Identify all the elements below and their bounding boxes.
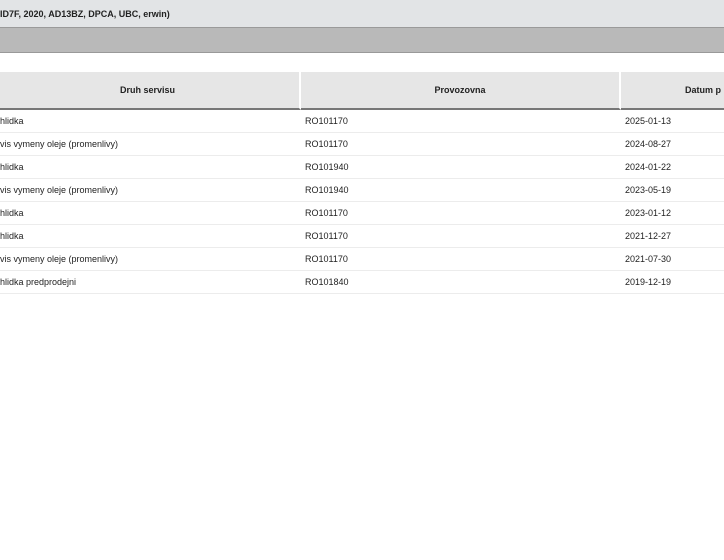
window-title-bar: ID7F, 2020, AD13BZ, DPCA, UBC, erwin) — [0, 0, 724, 28]
date-cell: 2021-12-27 — [621, 225, 724, 248]
service-type-cell: vis vymeny oleje (promenlivy) — [0, 179, 301, 202]
date-cell: 2024-01-22 — [621, 156, 724, 179]
branch-cell: RO101840 — [301, 271, 621, 294]
table-row[interactable]: hlidka RO101940 2024-01-22 — [0, 156, 724, 179]
branch-cell: RO101170 — [301, 110, 621, 133]
table-row[interactable]: hlidka RO101170 2021-12-27 — [0, 225, 724, 248]
service-type-cell: vis vymeny oleje (promenlivy) — [0, 248, 301, 271]
table-row[interactable]: hlidka predprodejni RO101840 2019-12-19 — [0, 271, 724, 294]
table-row[interactable]: vis vymeny oleje (promenlivy) RO101170 202… — [0, 133, 724, 156]
date-cell: 2024-08-27 — [621, 133, 724, 156]
table-header-row: Druh servisu Provozovna Datum p — [0, 72, 724, 110]
date-cell: 2023-05-19 — [621, 179, 724, 202]
service-type-cell: vis vymeny oleje (promenlivy) — [0, 133, 301, 156]
date-cell: 2025-01-13 — [621, 110, 724, 133]
branch-cell: RO101940 — [301, 179, 621, 202]
service-type-cell: hlidka — [0, 156, 301, 179]
service-type-cell: hlidka predprodejni — [0, 271, 301, 294]
service-history-table: Druh servisu Provozovna Datum p hlidka RO… — [0, 72, 724, 294]
date-cell: 2023-01-12 — [621, 202, 724, 225]
table-row[interactable]: hlidka RO101170 2023-01-12 — [0, 202, 724, 225]
service-type-cell: hlidka — [0, 110, 301, 133]
branch-cell: RO101170 — [301, 202, 621, 225]
service-type-cell: hlidka — [0, 225, 301, 248]
date-cell: 2021-07-30 — [621, 248, 724, 271]
branch-cell: RO101940 — [301, 156, 621, 179]
branch-cell: RO101170 — [301, 225, 621, 248]
service-type-cell: hlidka — [0, 202, 301, 225]
column-header-druh-servisu[interactable]: Druh servisu — [0, 72, 301, 110]
toolbar-bar — [0, 28, 724, 53]
branch-cell: RO101170 — [301, 133, 621, 156]
table-row[interactable]: vis vymeny oleje (promenlivy) RO101940 202… — [0, 179, 724, 202]
column-header-provozovna[interactable]: Provozovna — [301, 72, 621, 110]
column-header-datum[interactable]: Datum p — [621, 72, 724, 110]
table-row[interactable]: vis vymeny oleje (promenlivy) RO101170 202… — [0, 248, 724, 271]
date-cell: 2019-12-19 — [621, 271, 724, 294]
window-title: ID7F, 2020, AD13BZ, DPCA, UBC, erwin) — [0, 9, 170, 19]
branch-cell: RO101170 — [301, 248, 621, 271]
table-row[interactable]: hlidka RO101170 2025-01-13 — [0, 110, 724, 133]
